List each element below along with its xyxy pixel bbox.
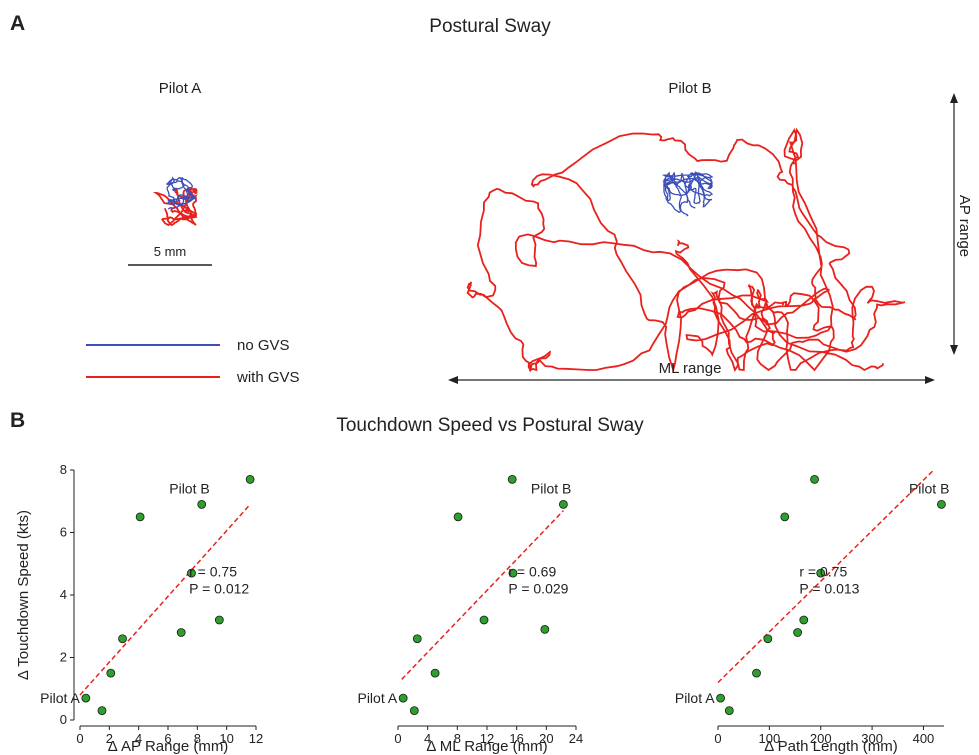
data-point bbox=[81, 693, 91, 703]
y-tick-label: 4 bbox=[60, 587, 67, 602]
ml-range-arrow bbox=[448, 376, 935, 384]
pilot-b-with-gvs-trace bbox=[466, 127, 906, 374]
data-point bbox=[558, 499, 568, 509]
x-axis-label: Δ Path Length (mm) bbox=[764, 738, 897, 755]
x-tick-label: 0 bbox=[76, 731, 83, 746]
data-point bbox=[453, 512, 463, 522]
x-axis-label: Δ AP Range (mm) bbox=[108, 738, 229, 755]
pilot-b-annotation: Pilot B bbox=[531, 480, 571, 496]
pilot-b-annotation: Pilot B bbox=[169, 480, 209, 496]
legend: no GVS with GVS bbox=[86, 337, 300, 386]
data-point bbox=[245, 474, 255, 484]
postural-sway-title: Postural Sway bbox=[429, 16, 551, 37]
pilot-b-annotation: Pilot B bbox=[909, 480, 949, 496]
data-point bbox=[716, 693, 725, 703]
x-tick-label: 4 bbox=[424, 731, 431, 746]
x-tick-label: 0 bbox=[714, 731, 721, 746]
x-tick-label: 200 bbox=[810, 731, 832, 746]
regression-line bbox=[79, 503, 251, 696]
x-tick-label: 2 bbox=[106, 731, 113, 746]
scatter-chart-2: 0 4 8 12 16 20 24 Δ ML Range (mm) Pilot A Pilot B… bbox=[357, 474, 583, 755]
pilot-b-heading: Pilot B bbox=[668, 80, 711, 97]
regression-line bbox=[717, 469, 935, 684]
data-point bbox=[187, 568, 196, 578]
data-point bbox=[135, 512, 145, 522]
data-point bbox=[176, 628, 186, 637]
data-point bbox=[763, 634, 773, 644]
data-point bbox=[97, 706, 107, 716]
correlation-p: P = 0.012 bbox=[189, 580, 249, 596]
data-point bbox=[430, 668, 440, 678]
y-tick-label: 6 bbox=[60, 525, 67, 540]
data-point bbox=[810, 474, 819, 484]
data-point bbox=[118, 634, 127, 644]
data-point bbox=[540, 624, 550, 634]
legend-label-with-gvs: with GVS bbox=[236, 369, 300, 386]
x-tick-label: 8 bbox=[194, 731, 201, 746]
pilot-a-sway-trace bbox=[153, 176, 199, 227]
panel-b-title: Touchdown Speed vs Postural Sway bbox=[336, 415, 644, 436]
pilot-a-heading: Pilot A bbox=[159, 80, 202, 97]
data-point bbox=[752, 668, 761, 678]
data-point bbox=[479, 615, 489, 625]
data-point bbox=[937, 499, 946, 509]
scatter-chart-3: 0 100 200 300 400 Δ Path Length (mm) Pilot A Pi… bbox=[675, 469, 949, 755]
correlation-r: r = 0.69 bbox=[508, 563, 556, 579]
y-tick-label: 2 bbox=[60, 650, 67, 665]
data-point bbox=[197, 499, 207, 509]
x-tick-label: 12 bbox=[480, 731, 494, 746]
pilot-b-sway-trace bbox=[466, 127, 906, 374]
regression-line bbox=[401, 510, 564, 680]
correlation-p: P = 0.029 bbox=[508, 580, 568, 596]
legend-label-no-gvs: no GVS bbox=[237, 337, 290, 354]
correlation-r: r = 0.75 bbox=[189, 563, 237, 579]
x-tick-label: 12 bbox=[249, 731, 263, 746]
pilot-b-no-gvs-trace bbox=[661, 170, 714, 217]
panel-a-letter: A bbox=[10, 12, 25, 35]
ml-range-label: ML range bbox=[659, 360, 722, 377]
y-tick-label: 8 bbox=[60, 462, 67, 477]
data-point bbox=[508, 568, 518, 578]
correlation-r: r = 0.75 bbox=[799, 563, 847, 579]
pilot-a-annotation: Pilot A bbox=[357, 690, 397, 706]
data-point bbox=[106, 668, 116, 678]
data-point bbox=[793, 628, 803, 637]
data-point bbox=[724, 706, 734, 716]
pilot-a-with-gvs-trace bbox=[153, 187, 199, 227]
y-axis-label: Δ Touchdown Speed (kts) bbox=[15, 510, 32, 680]
y-tick-label: 0 bbox=[60, 712, 67, 727]
panel-b-letter: B bbox=[10, 409, 25, 432]
x-tick-label: 100 bbox=[759, 731, 781, 746]
ap-range-arrow bbox=[950, 93, 958, 355]
x-tick-label: 400 bbox=[913, 731, 935, 746]
pilot-a-annotation: Pilot A bbox=[675, 690, 715, 706]
data-point bbox=[780, 512, 790, 522]
data-point bbox=[409, 706, 419, 716]
ap-range-label: AP range bbox=[956, 195, 973, 257]
x-tick-label: 10 bbox=[219, 731, 233, 746]
scatter-chart-1: 0 2 4 6 8 10 12 Δ AP Range (mm) 0 2 4 6 8 Δ Touchdown… bbox=[15, 462, 263, 755]
data-point bbox=[412, 634, 422, 644]
x-tick-label: 0 bbox=[394, 731, 401, 746]
x-axis-label: Δ ML Range (mm) bbox=[426, 738, 547, 755]
data-point bbox=[214, 615, 224, 625]
scale-bar-label: 5 mm bbox=[154, 244, 187, 259]
x-tick-label: 16 bbox=[509, 731, 523, 746]
pilot-a-no-gvs-trace bbox=[165, 176, 196, 210]
x-tick-label: 6 bbox=[164, 731, 171, 746]
data-point bbox=[398, 693, 408, 703]
x-tick-label: 24 bbox=[569, 731, 583, 746]
pilot-a-annotation: Pilot A bbox=[40, 690, 80, 706]
data-point bbox=[507, 474, 517, 484]
x-tick-label: 4 bbox=[135, 731, 142, 746]
x-tick-label: 300 bbox=[861, 731, 883, 746]
x-tick-label: 8 bbox=[454, 731, 461, 746]
data-point bbox=[799, 615, 809, 625]
correlation-p: P = 0.013 bbox=[799, 580, 859, 596]
data-point bbox=[816, 568, 826, 578]
x-tick-label: 20 bbox=[539, 731, 553, 746]
